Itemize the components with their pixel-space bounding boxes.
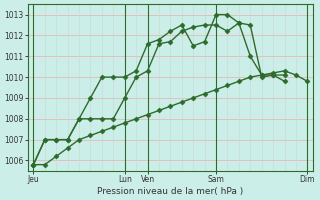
X-axis label: Pression niveau de la mer( hPa ): Pression niveau de la mer( hPa ) [97,187,244,196]
